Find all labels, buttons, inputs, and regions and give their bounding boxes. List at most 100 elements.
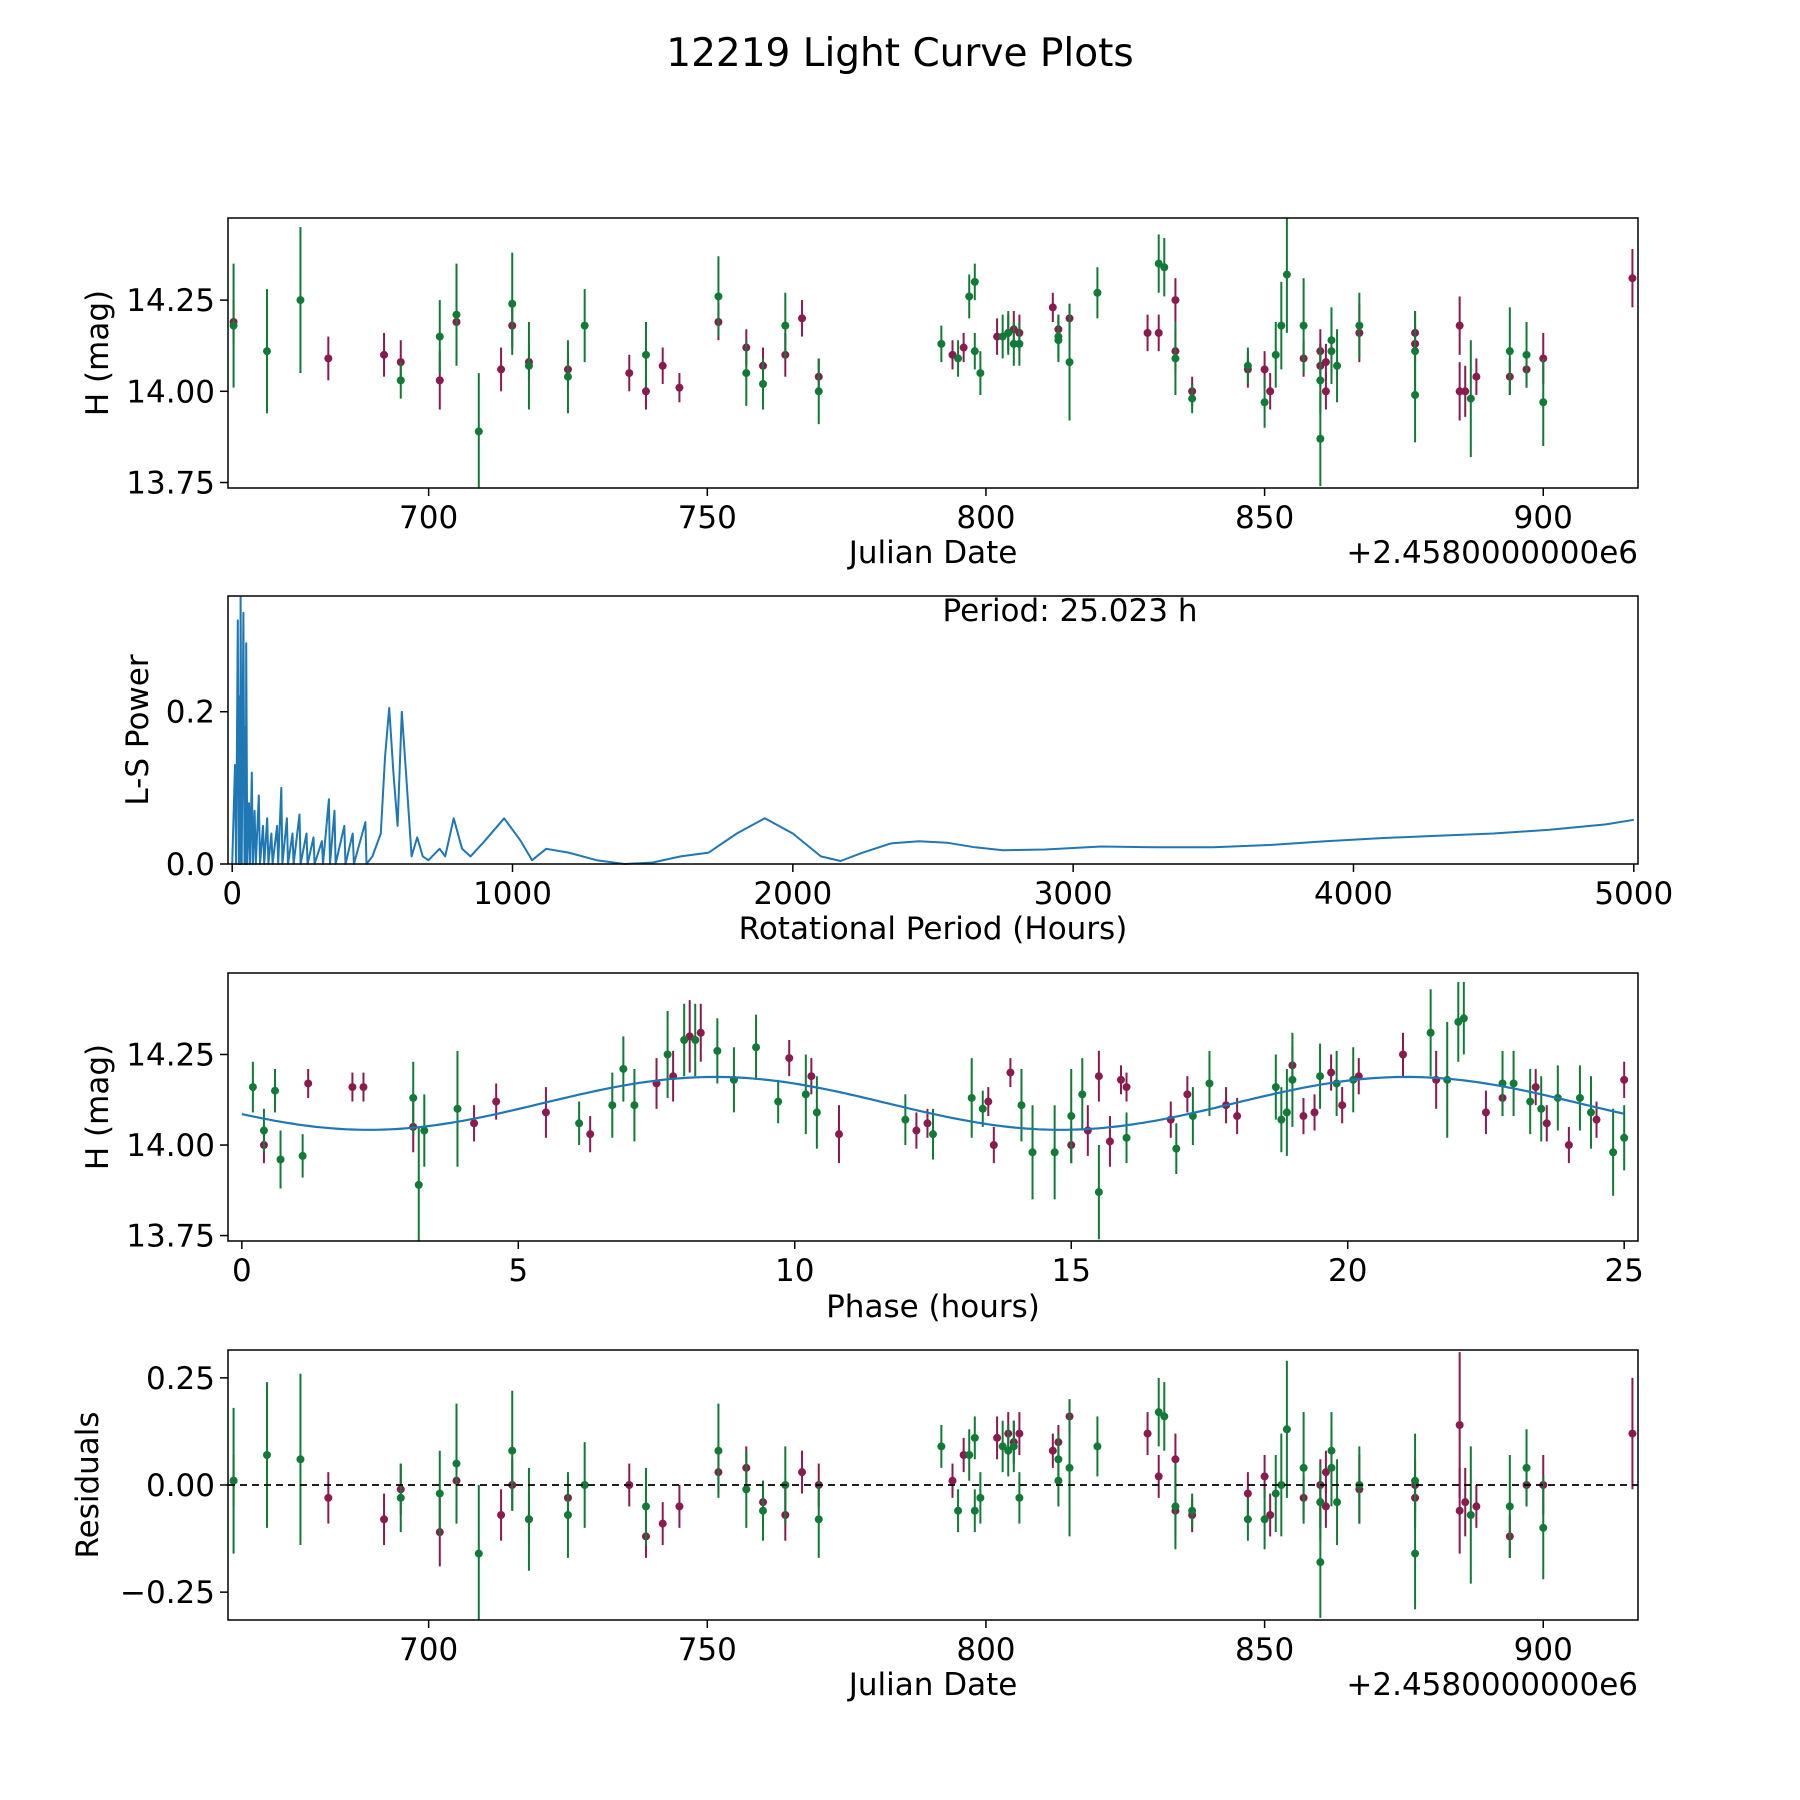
data-point <box>1399 1050 1407 1059</box>
data-point <box>248 1083 257 1092</box>
data-point <box>807 1072 816 1081</box>
y-tick-label: 0.25 <box>146 1361 215 1397</box>
data-point <box>619 1064 628 1073</box>
data-point <box>1065 358 1074 367</box>
periodogram-ylabel: L-S Power <box>120 654 156 805</box>
data-point <box>1522 350 1531 359</box>
data-point <box>774 1097 783 1106</box>
data-point <box>630 1101 639 1110</box>
x-tick-label: 10 <box>775 1253 814 1289</box>
data-point <box>663 1050 672 1059</box>
data-point <box>508 299 517 308</box>
x-tick-label: 750 <box>678 1632 737 1668</box>
data-point <box>1243 361 1252 370</box>
x-tick-label: 800 <box>956 1632 1015 1668</box>
data-point <box>1015 339 1024 348</box>
data-point <box>923 1119 932 1128</box>
data-point <box>1505 1502 1514 1511</box>
data-point <box>1522 1463 1531 1472</box>
data-point <box>1266 387 1275 396</box>
data-point <box>1327 336 1336 345</box>
data-point <box>1620 1133 1629 1142</box>
y-tick-label: 0.0 <box>166 847 215 883</box>
data-point <box>1509 1079 1518 1088</box>
data-point <box>1171 296 1180 305</box>
data-point <box>324 1493 333 1502</box>
data-point <box>954 354 963 363</box>
data-point <box>641 350 650 359</box>
data-point <box>396 376 405 385</box>
data-point <box>759 1506 768 1515</box>
data-point <box>1048 1446 1057 1455</box>
data-point <box>1015 1429 1024 1438</box>
data-point <box>508 1446 517 1455</box>
data-point <box>993 332 1002 341</box>
data-point <box>1539 1523 1548 1532</box>
data-point <box>1455 1506 1464 1515</box>
data-point <box>1143 1429 1152 1438</box>
y-tick-label: 14.00 <box>126 1128 215 1164</box>
periodogram-xlabel: Rotational Period (Hours) <box>739 911 1128 947</box>
data-point <box>742 1485 751 1494</box>
data-point <box>1461 387 1470 396</box>
data-point <box>541 1108 550 1117</box>
data-point <box>912 1126 921 1135</box>
x-tick-label: 700 <box>399 1632 458 1668</box>
x-tick-label: 900 <box>1514 1632 1573 1668</box>
x-tick-label: 0 <box>232 1253 252 1289</box>
x-tick-label: 3000 <box>1034 876 1113 912</box>
data-point <box>1338 1101 1347 1110</box>
phase-ticks: 0 5 10 15 20 25 13.75 14.00 14.25 <box>126 1037 1644 1289</box>
light-curve-ticks: 700 750 800 850 900 13.75 14.00 14.25 <box>126 283 1573 536</box>
data-point <box>1243 1515 1252 1524</box>
data-point <box>1017 1101 1026 1110</box>
residuals-offset-label: +2.4580000000e6 <box>1346 1667 1638 1703</box>
data-point <box>1143 328 1152 337</box>
data-point <box>435 332 444 341</box>
data-point <box>1426 1028 1435 1037</box>
data-point <box>1122 1083 1131 1092</box>
periodogram-line <box>231 596 1634 865</box>
data-point <box>742 369 751 378</box>
data-point <box>1271 1489 1280 1498</box>
data-point <box>714 1446 723 1455</box>
data-point <box>1083 1126 1092 1135</box>
data-point <box>1316 434 1325 443</box>
data-point <box>1160 1412 1169 1421</box>
data-point <box>1009 339 1018 348</box>
y-tick-label: 13.75 <box>126 1219 215 1255</box>
data-point <box>1260 1472 1269 1481</box>
data-point <box>1628 274 1637 283</box>
data-point <box>929 1130 937 1139</box>
data-point <box>976 1493 985 1502</box>
x-tick-label: 0 <box>222 876 242 912</box>
data-point <box>1539 398 1548 407</box>
data-point <box>1266 1511 1275 1519</box>
data-point <box>563 1511 572 1519</box>
residuals-xlabel: Julian Date <box>847 1667 1018 1703</box>
data-point <box>1154 1408 1163 1417</box>
data-point <box>1411 390 1420 399</box>
y-tick-label: 14.00 <box>126 374 215 410</box>
data-point <box>1333 361 1342 370</box>
x-tick-label: 5000 <box>1594 876 1673 912</box>
data-point <box>304 1079 313 1088</box>
data-point <box>474 1549 483 1558</box>
y-tick-label: 0.00 <box>146 1468 215 1504</box>
data-point <box>814 387 823 396</box>
periodogram-ticks: 0 1000 2000 3000 4000 5000 0.0 0.2 <box>166 695 1674 912</box>
data-point <box>1411 1476 1420 1485</box>
data-point <box>1004 328 1013 337</box>
data-point <box>276 1155 285 1164</box>
data-point <box>1188 1506 1197 1515</box>
data-point <box>959 343 968 352</box>
x-tick-label: 4000 <box>1314 876 1393 912</box>
data-point <box>474 427 483 436</box>
data-point <box>1327 1446 1336 1455</box>
data-point <box>759 380 768 389</box>
data-point <box>524 1515 533 1524</box>
data-point <box>901 1115 910 1124</box>
data-point <box>1564 1141 1573 1150</box>
data-point <box>453 1104 462 1113</box>
data-point <box>1117 1075 1125 1084</box>
